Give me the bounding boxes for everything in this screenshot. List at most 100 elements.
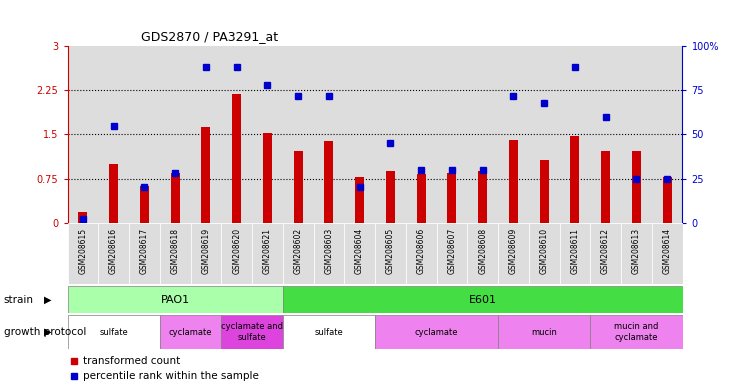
- Bar: [375, 223, 406, 284]
- Bar: [355, 177, 364, 223]
- Bar: [68, 315, 160, 349]
- Text: GSM208609: GSM208609: [509, 228, 518, 274]
- Bar: [621, 46, 652, 223]
- Bar: [109, 164, 118, 223]
- Bar: [436, 46, 467, 223]
- Bar: [652, 46, 682, 223]
- Text: GSM208608: GSM208608: [478, 228, 488, 274]
- Bar: [221, 315, 283, 349]
- Text: GSM208613: GSM208613: [632, 228, 640, 274]
- Text: sulfate: sulfate: [314, 328, 344, 337]
- Bar: [652, 223, 682, 284]
- Bar: [590, 223, 621, 284]
- Bar: [467, 223, 498, 284]
- Text: GSM208621: GSM208621: [262, 228, 272, 274]
- Text: GSM208615: GSM208615: [78, 228, 87, 274]
- Bar: [160, 46, 190, 223]
- Bar: [140, 186, 149, 223]
- Bar: [447, 173, 457, 223]
- Bar: [252, 46, 283, 223]
- Text: E601: E601: [469, 295, 496, 305]
- Bar: [529, 46, 560, 223]
- Bar: [98, 46, 129, 223]
- Text: GSM208617: GSM208617: [140, 228, 148, 274]
- Bar: [314, 223, 344, 284]
- Text: cyclamate: cyclamate: [415, 328, 458, 337]
- Bar: [190, 46, 221, 223]
- Text: sulfate: sulfate: [99, 328, 128, 337]
- Bar: [436, 223, 467, 284]
- Text: cyclamate: cyclamate: [169, 328, 212, 337]
- Bar: [252, 223, 283, 284]
- Text: percentile rank within the sample: percentile rank within the sample: [82, 371, 259, 381]
- Text: growth protocol: growth protocol: [4, 327, 86, 337]
- Bar: [98, 223, 129, 284]
- Bar: [283, 46, 314, 223]
- Bar: [344, 46, 375, 223]
- Bar: [283, 286, 682, 313]
- Text: PAO1: PAO1: [160, 295, 190, 305]
- Text: GSM208620: GSM208620: [232, 228, 242, 274]
- Bar: [601, 151, 610, 223]
- Bar: [498, 315, 590, 349]
- Text: GSM208602: GSM208602: [294, 228, 302, 274]
- Bar: [232, 94, 242, 223]
- Bar: [262, 133, 272, 223]
- Bar: [160, 223, 190, 284]
- Bar: [590, 46, 621, 223]
- Bar: [560, 46, 590, 223]
- Bar: [68, 46, 98, 223]
- Bar: [78, 212, 88, 223]
- Text: GSM208607: GSM208607: [447, 228, 456, 274]
- Bar: [221, 223, 252, 284]
- Text: GSM208616: GSM208616: [110, 228, 118, 274]
- Bar: [375, 46, 406, 223]
- Text: strain: strain: [4, 295, 34, 305]
- Bar: [662, 177, 672, 223]
- Bar: [375, 315, 498, 349]
- Bar: [590, 315, 682, 349]
- Bar: [344, 223, 375, 284]
- Text: mucin: mucin: [531, 328, 557, 337]
- Bar: [498, 223, 529, 284]
- Bar: [467, 46, 498, 223]
- Bar: [170, 173, 180, 223]
- Bar: [324, 141, 334, 223]
- Bar: [160, 315, 221, 349]
- Text: GSM208611: GSM208611: [570, 228, 579, 274]
- Text: GSM208612: GSM208612: [602, 228, 610, 274]
- Bar: [560, 223, 590, 284]
- Bar: [632, 151, 641, 223]
- Text: transformed count: transformed count: [82, 356, 180, 366]
- Bar: [129, 223, 160, 284]
- Text: GSM208606: GSM208606: [417, 228, 426, 274]
- Text: GDS2870 / PA3291_at: GDS2870 / PA3291_at: [141, 30, 278, 43]
- Text: GSM208619: GSM208619: [201, 228, 210, 274]
- Text: GSM208604: GSM208604: [356, 228, 364, 274]
- Bar: [283, 223, 314, 284]
- Bar: [293, 151, 303, 223]
- Text: GSM208614: GSM208614: [663, 228, 672, 274]
- Bar: [406, 46, 436, 223]
- Bar: [190, 223, 221, 284]
- Bar: [386, 171, 395, 223]
- Bar: [406, 223, 436, 284]
- Text: cyclamate and
sulfate: cyclamate and sulfate: [221, 323, 283, 342]
- Text: GSM208605: GSM208605: [386, 228, 394, 274]
- Bar: [478, 171, 488, 223]
- Bar: [539, 160, 549, 223]
- Bar: [283, 315, 375, 349]
- Text: ▶: ▶: [44, 327, 51, 337]
- Bar: [314, 46, 344, 223]
- Text: mucin and
cyclamate: mucin and cyclamate: [614, 323, 658, 342]
- Bar: [221, 46, 252, 223]
- Text: GSM208610: GSM208610: [540, 228, 548, 274]
- Text: GSM208618: GSM208618: [170, 228, 180, 274]
- Bar: [509, 140, 518, 223]
- Text: GSM208603: GSM208603: [324, 228, 333, 274]
- Bar: [68, 286, 283, 313]
- Bar: [498, 46, 529, 223]
- Bar: [621, 223, 652, 284]
- Bar: [570, 136, 580, 223]
- Bar: [129, 46, 160, 223]
